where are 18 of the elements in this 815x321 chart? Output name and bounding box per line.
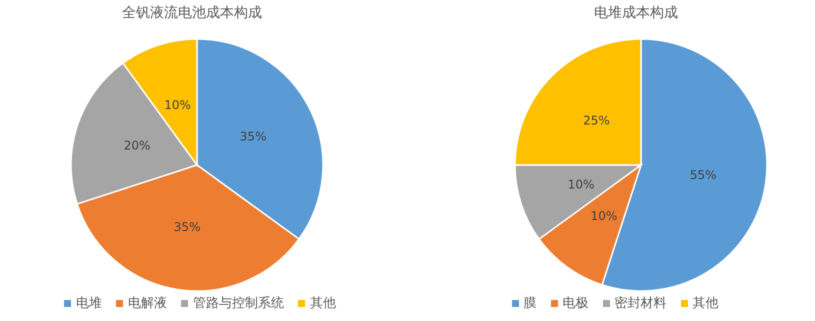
legend-label: 管路与控制系统 xyxy=(192,295,284,312)
legend-label: 电解液 xyxy=(127,295,167,312)
legend-label: 其他 xyxy=(692,295,718,312)
legend-label: 电堆 xyxy=(75,295,102,312)
data-label: 10% xyxy=(164,98,191,112)
data-label: 10% xyxy=(568,177,594,192)
legend-label: 其他 xyxy=(309,295,336,312)
data-label: 35% xyxy=(240,129,266,144)
data-label: 25% xyxy=(583,113,610,128)
chart-title: 全钒液流电池成本构成 xyxy=(121,4,263,22)
data-label: 35% xyxy=(174,220,200,234)
legend-label: 密封材料 xyxy=(614,295,666,312)
data-label: 20% xyxy=(124,138,150,153)
chart-title: 电堆成本构成 xyxy=(593,4,679,22)
legend-label: 电极 xyxy=(562,295,588,312)
legend-label: 膜 xyxy=(522,295,536,312)
data-label: 55% xyxy=(690,168,717,182)
data-label: 10% xyxy=(590,208,618,223)
